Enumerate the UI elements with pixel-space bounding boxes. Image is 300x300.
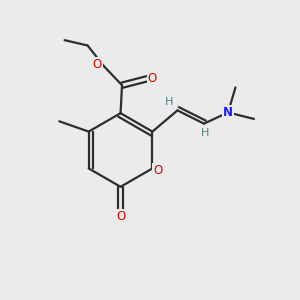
Text: H: H <box>165 97 173 106</box>
Text: O: O <box>116 210 125 223</box>
Text: N: N <box>223 106 233 119</box>
Text: O: O <box>93 58 102 71</box>
Text: O: O <box>148 72 157 85</box>
Text: O: O <box>153 164 162 177</box>
Text: H: H <box>201 128 210 138</box>
